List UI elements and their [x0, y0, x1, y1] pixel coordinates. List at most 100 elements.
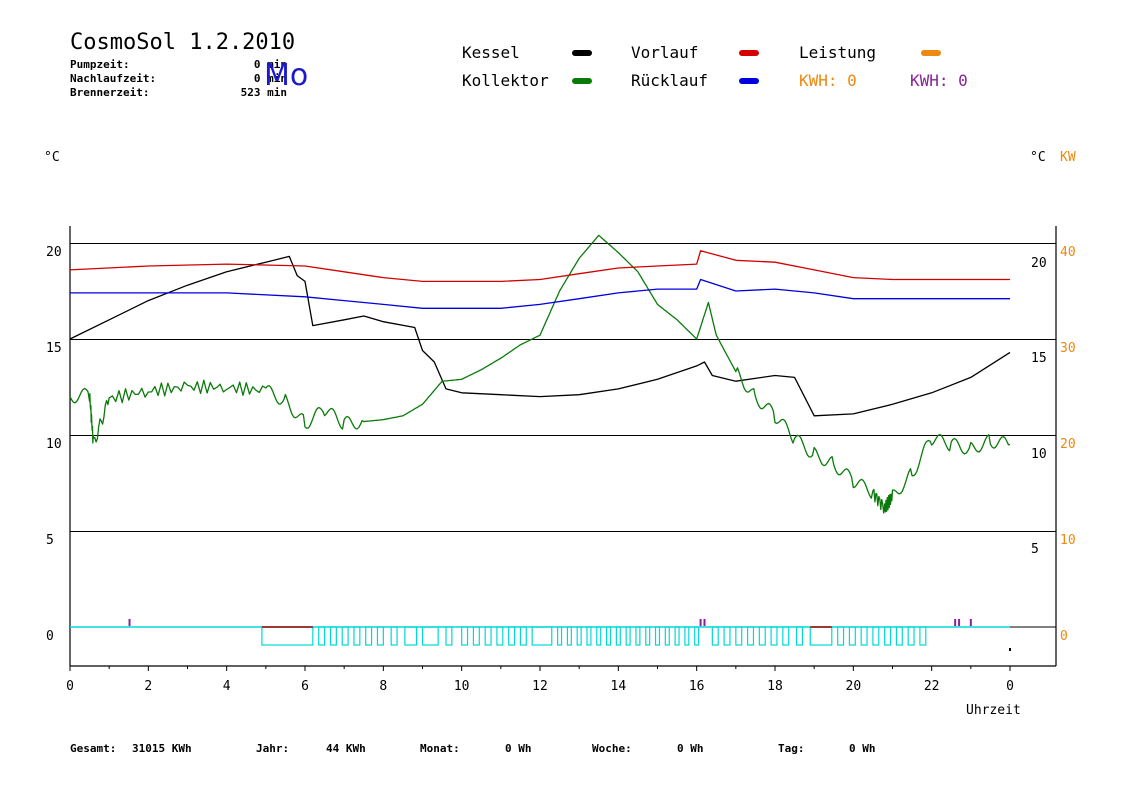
- legend-ruecklauf-swatch: [739, 78, 759, 84]
- pump-segment: [654, 626, 661, 646]
- pump-segment: [586, 626, 592, 646]
- pump-segment: [390, 626, 398, 646]
- legend-leistung-label: Leistung: [799, 43, 877, 62]
- y-left-tick-label: 10: [46, 437, 62, 452]
- legend-ruecklauf-label: Rücklauf: [631, 71, 709, 90]
- pump-segment: [860, 626, 868, 646]
- x-tick-label: 14: [611, 679, 627, 694]
- pump-segment: [421, 626, 439, 646]
- pump-segment: [508, 626, 516, 646]
- legend-kessel-label: Kessel: [462, 43, 520, 62]
- pump-segment: [770, 626, 778, 646]
- y-right-tick-label: 20: [1031, 256, 1047, 271]
- footer-woche-label: Woche:: [592, 742, 632, 755]
- y-right-tick-label: 10: [1031, 447, 1047, 462]
- y-left-tick-label: 0: [46, 629, 54, 644]
- pump-segment: [895, 626, 903, 646]
- pump-segment: [848, 626, 856, 646]
- x-tick-label: 20: [846, 679, 862, 694]
- pump-segment: [615, 626, 621, 646]
- pump-segment: [684, 626, 690, 646]
- page-title: CosmoSol 1.2.2010: [70, 30, 296, 55]
- pump-segment: [261, 626, 314, 646]
- x-tick-label: 4: [223, 679, 231, 694]
- stat-nachlaufzeit: Nachlaufzeit: 0 min: [70, 72, 287, 85]
- y-right-tick-label: 5: [1031, 542, 1039, 557]
- stat-label: Brennerzeit:: [70, 86, 150, 99]
- stat-value: 0 min: [253, 58, 287, 71]
- y-kw-tick-label: 20: [1060, 437, 1076, 452]
- stat-brennerzeit: Brennerzeit: 523 min: [70, 86, 287, 99]
- pump-segment: [329, 626, 337, 646]
- x-tick-label: 12: [532, 679, 548, 694]
- pump-segment: [625, 626, 631, 646]
- footer-monat-label: Monat:: [420, 742, 460, 755]
- pump-segment: [746, 626, 755, 646]
- pump-segment: [404, 626, 418, 646]
- footer-jahr-value: 44 KWh: [326, 742, 366, 755]
- legend-kwh-purple: KWH: 0: [910, 71, 968, 90]
- x-tick-label: 0: [1006, 679, 1014, 694]
- legend-kwh-orange: KWH: 0: [799, 71, 857, 90]
- x-tick-label: 10: [454, 679, 470, 694]
- pump-segment: [596, 626, 602, 646]
- footer-woche-value: 0 Wh: [677, 742, 704, 755]
- pump-segment: [376, 626, 384, 646]
- x-tick-label: 22: [924, 679, 940, 694]
- stat-label: Nachlaufzeit:: [70, 72, 157, 85]
- pump-segment: [635, 626, 641, 646]
- pump-segment: [519, 626, 527, 646]
- pump-segment: [472, 626, 480, 646]
- y-kw-tick-label: 30: [1060, 341, 1076, 356]
- stat-value: 0 min: [253, 72, 287, 85]
- y-kw-tick-label: 10: [1060, 533, 1076, 548]
- series-line-kollektor: [69, 234, 1011, 514]
- pump-segment: [674, 626, 680, 646]
- pump-segment: [576, 626, 582, 646]
- y-kw-tick-label: 0: [1060, 629, 1068, 644]
- pump-segment: [723, 626, 731, 646]
- pump-segment: [557, 626, 563, 646]
- legend-vorlauf-label: Vorlauf: [631, 43, 699, 62]
- pump-segment: [758, 626, 766, 646]
- x-tick-label: 6: [301, 679, 309, 694]
- pump-segment: [795, 626, 804, 646]
- footer-gesamt-value: 31015 KWh: [132, 742, 192, 755]
- y-left-tick-label: 20: [46, 245, 62, 260]
- legend-leistung-swatch: [921, 50, 941, 56]
- pump-segment: [884, 626, 892, 646]
- series-line-kessel: [69, 255, 1011, 417]
- x-tick-label: 18: [767, 679, 783, 694]
- stat-pumpzeit: Pumpzeit: 0 min: [70, 58, 287, 71]
- left-axis-unit: °C: [44, 150, 60, 165]
- pump-segment: [341, 626, 349, 646]
- pump-segment: [484, 626, 492, 646]
- footer-gesamt-label: Gesamt:: [70, 742, 117, 755]
- legend-kollektor-label: Kollektor: [462, 71, 549, 90]
- right-axis-unit-kw: KW: [1060, 150, 1076, 165]
- pump-segment: [318, 626, 326, 646]
- y-right-tick-label: 15: [1031, 351, 1047, 366]
- footer-monat-value: 0 Wh: [505, 742, 532, 755]
- pump-segment: [872, 626, 880, 646]
- pump-segment: [782, 626, 790, 646]
- x-axis-label: Uhrzeit: [966, 703, 1021, 718]
- legend-vorlauf-swatch: [739, 50, 759, 56]
- stat-label: Pumpzeit:: [70, 58, 130, 71]
- pump-segment: [711, 626, 719, 646]
- pump-segment: [645, 626, 651, 646]
- pump-segment: [496, 626, 504, 646]
- stat-value: 523 min: [240, 86, 287, 99]
- y-left-tick-label: 15: [46, 341, 62, 356]
- x-tick-label: 16: [689, 679, 705, 694]
- pump-segment: [735, 626, 743, 646]
- pump-segment: [907, 626, 915, 646]
- series-line-ruecklauf: [70, 278, 1010, 309]
- x-tick-label: 0: [66, 679, 74, 694]
- pump-segment: [531, 626, 553, 646]
- weekday-label: Mo: [264, 58, 309, 93]
- footer-tag-value: 0 Wh: [849, 742, 876, 755]
- pump-segment: [461, 626, 469, 646]
- pump-segment: [837, 626, 845, 646]
